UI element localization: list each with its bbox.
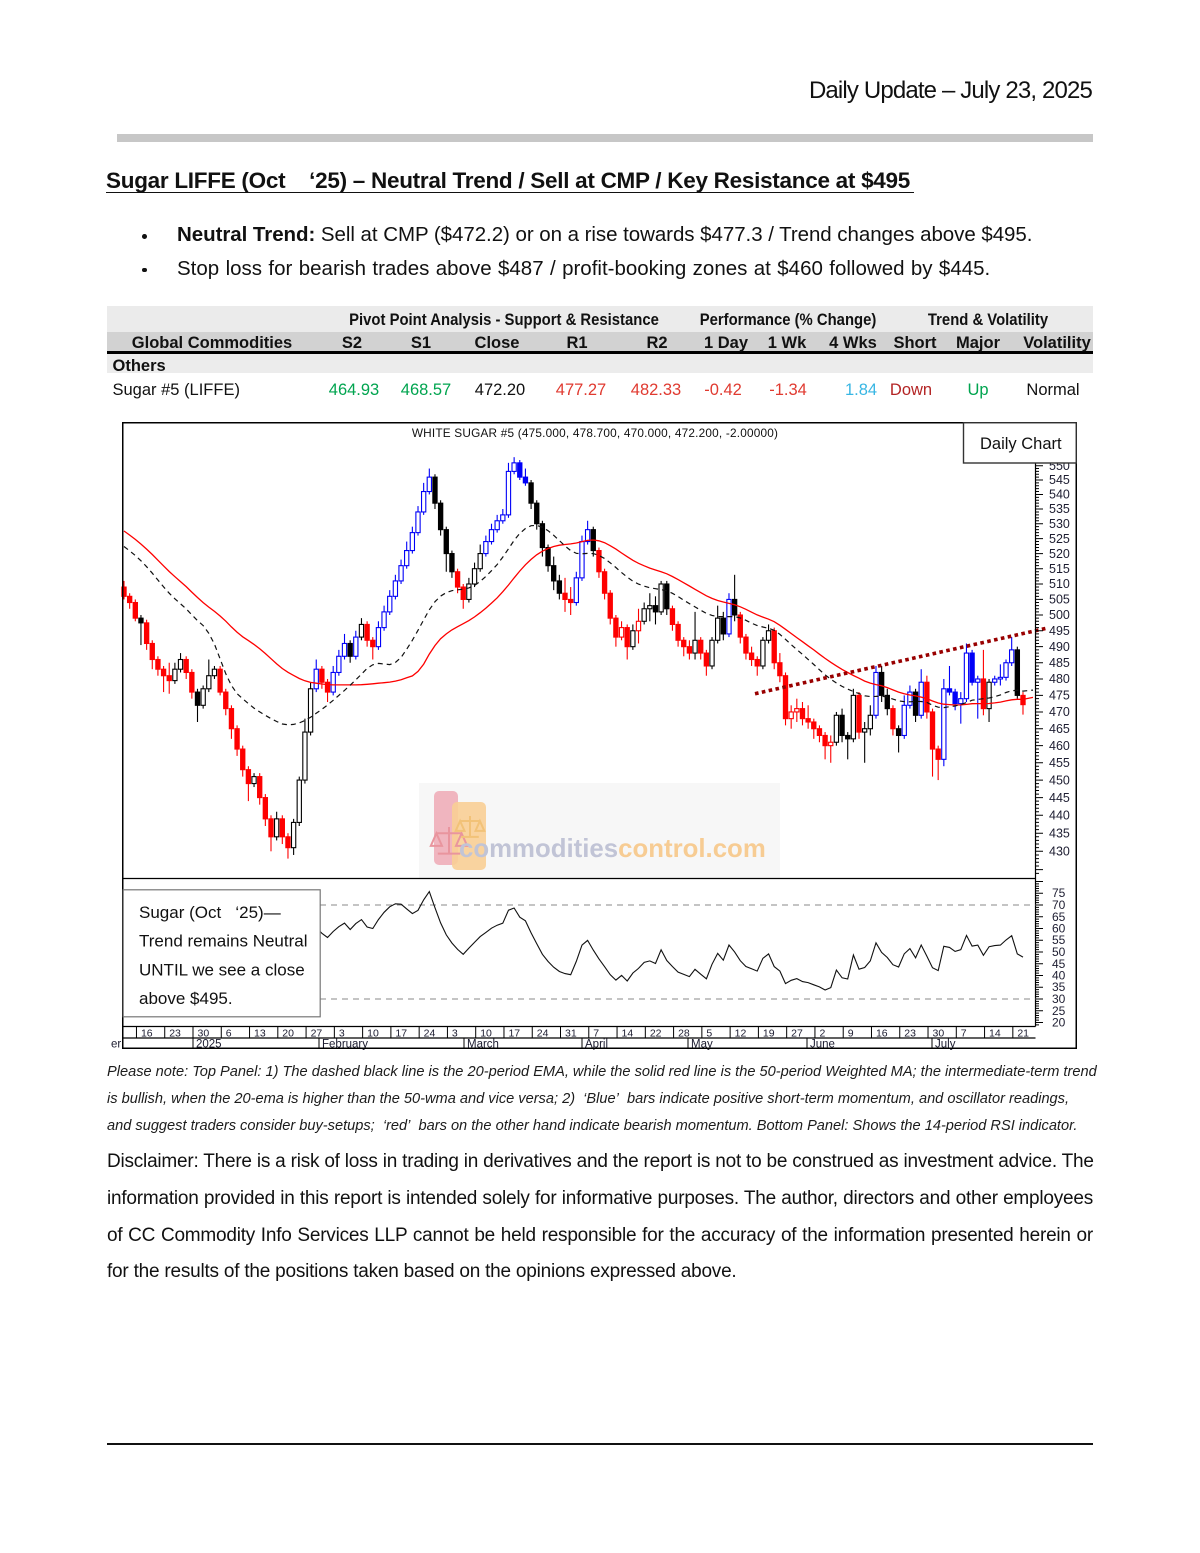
svg-text:22: 22 (650, 1028, 662, 1040)
svg-text:17: 17 (395, 1028, 407, 1040)
svg-text:490: 490 (1049, 640, 1070, 654)
svg-text:40: 40 (1052, 969, 1066, 983)
svg-text:16: 16 (876, 1028, 888, 1040)
svg-text:70: 70 (1052, 898, 1066, 912)
svg-text:50: 50 (1052, 945, 1066, 959)
svg-text:7: 7 (961, 1028, 967, 1040)
svg-text:440: 440 (1049, 809, 1070, 823)
svg-text:13: 13 (254, 1028, 266, 1040)
svg-text:UNTIL we see a close: UNTIL we see a close (139, 960, 305, 979)
svg-text:480: 480 (1049, 672, 1070, 686)
svg-text:75: 75 (1052, 886, 1066, 900)
svg-text:31: 31 (565, 1028, 577, 1040)
svg-text:2: 2 (819, 1028, 825, 1040)
svg-text:er: er (111, 1039, 121, 1051)
svg-text:28: 28 (678, 1028, 690, 1040)
svg-text:515: 515 (1049, 562, 1070, 576)
svg-text:23: 23 (904, 1028, 916, 1040)
svg-text:470: 470 (1049, 705, 1070, 719)
svg-text:20: 20 (1052, 1016, 1066, 1030)
svg-text:465: 465 (1049, 722, 1070, 736)
svg-text:12: 12 (735, 1028, 747, 1040)
svg-text:45: 45 (1052, 957, 1066, 971)
svg-text:21: 21 (1017, 1028, 1029, 1040)
svg-text:535: 535 (1049, 502, 1070, 516)
svg-text:6: 6 (226, 1028, 232, 1040)
svg-text:520: 520 (1049, 547, 1070, 561)
svg-text:Sugar (Oct ‘25)—: Sugar (Oct ‘25)— (139, 903, 281, 922)
svg-text:525: 525 (1049, 532, 1070, 546)
svg-text:460: 460 (1049, 739, 1070, 753)
svg-text:495: 495 (1049, 624, 1070, 638)
svg-text:WHITE SUGAR #5 (475.000, 478.7: WHITE SUGAR #5 (475.000, 478.700, 470.00… (412, 426, 778, 440)
svg-text:24: 24 (537, 1028, 549, 1040)
svg-text:19: 19 (763, 1028, 775, 1040)
svg-text:435: 435 (1049, 826, 1070, 840)
svg-text:35: 35 (1052, 980, 1066, 994)
svg-text:455: 455 (1049, 756, 1070, 770)
svg-text:60: 60 (1052, 922, 1066, 936)
svg-text:545: 545 (1049, 473, 1070, 487)
svg-text:510: 510 (1049, 577, 1070, 591)
svg-text:30: 30 (933, 1028, 945, 1040)
svg-text:445: 445 (1049, 791, 1070, 805)
svg-text:24: 24 (424, 1028, 436, 1040)
svg-text:16: 16 (141, 1028, 153, 1040)
svg-text:9: 9 (848, 1028, 854, 1040)
svg-text:commoditiescontrol.com: commoditiescontrol.com (459, 835, 766, 863)
svg-text:14: 14 (989, 1028, 1001, 1040)
svg-text:485: 485 (1049, 656, 1070, 670)
svg-text:27: 27 (791, 1028, 803, 1040)
svg-text:17: 17 (508, 1028, 520, 1040)
svg-text:530: 530 (1049, 517, 1070, 531)
svg-text:30: 30 (1052, 992, 1066, 1006)
svg-text:14: 14 (622, 1028, 634, 1040)
svg-text:5: 5 (706, 1028, 712, 1040)
svg-text:450: 450 (1049, 773, 1070, 787)
svg-text:23: 23 (169, 1028, 181, 1040)
svg-text:10: 10 (480, 1028, 492, 1040)
svg-text:30: 30 (198, 1028, 210, 1040)
svg-text:3: 3 (339, 1028, 345, 1040)
svg-text:25: 25 (1052, 1004, 1066, 1018)
svg-text:above $495.: above $495. (139, 989, 233, 1008)
svg-text:65: 65 (1052, 910, 1066, 924)
svg-text:505: 505 (1049, 593, 1070, 607)
svg-text:540: 540 (1049, 488, 1070, 502)
svg-text:500: 500 (1049, 608, 1070, 622)
svg-text:Trend remains Neutral: Trend remains Neutral (139, 932, 308, 951)
svg-text:475: 475 (1049, 689, 1070, 703)
svg-text:20: 20 (282, 1028, 294, 1040)
svg-text:55: 55 (1052, 933, 1066, 947)
svg-text:27: 27 (311, 1028, 323, 1040)
svg-text:3: 3 (452, 1028, 458, 1040)
svg-text:10: 10 (367, 1028, 379, 1040)
svg-text:430: 430 (1049, 845, 1070, 859)
svg-text:Daily Chart: Daily Chart (980, 435, 1062, 453)
svg-text:7: 7 (593, 1028, 599, 1040)
